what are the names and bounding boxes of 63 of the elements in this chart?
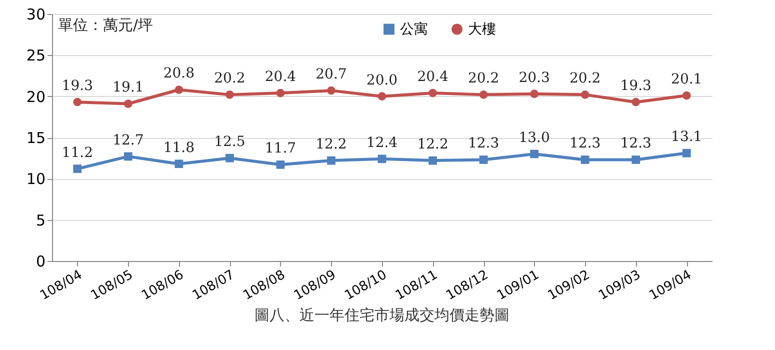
data-label: 12.2 — [417, 136, 448, 153]
y-tick-label: 15 — [26, 129, 46, 147]
data-label: 13.0 — [518, 130, 550, 146]
annotation: 單位：萬元/坪 — [58, 16, 154, 34]
point — [174, 160, 184, 168]
data-label: 12.3 — [620, 136, 652, 152]
point — [530, 150, 538, 158]
text: 圖八、近一年住宅市場成交均價走勢圖 — [254, 306, 510, 324]
point — [428, 88, 437, 98]
point — [479, 90, 488, 99]
y-tick-label: 20 — [26, 88, 46, 106]
data-label: 19.3 — [620, 78, 652, 94]
data-label: 12.3 — [569, 136, 601, 152]
point — [73, 164, 82, 173]
point — [682, 91, 691, 100]
point — [580, 156, 590, 164]
point — [73, 98, 82, 106]
point — [174, 86, 184, 94]
y-tick-label: 10 — [26, 170, 46, 188]
data-label: 12.2 — [316, 136, 347, 153]
data-label: 11.8 — [163, 140, 195, 156]
point — [378, 154, 386, 164]
point — [276, 88, 285, 98]
data-label: 12.7 — [112, 132, 144, 148]
point — [226, 90, 234, 99]
point — [632, 98, 640, 106]
y-tick-label: 30 — [26, 6, 46, 24]
data-label: 12.4 — [366, 134, 398, 151]
data-label: 20.1 — [671, 72, 702, 88]
legend-label: 公寓 — [400, 21, 428, 38]
point — [580, 90, 590, 99]
point — [632, 156, 640, 164]
data-label: 11.7 — [264, 140, 296, 157]
point — [124, 152, 132, 161]
data-label: 13.1 — [671, 129, 702, 146]
data-label: 20.4 — [417, 69, 448, 86]
point — [124, 100, 132, 108]
data-label: 20.2 — [214, 70, 246, 87]
data-label: 19.3 — [62, 78, 93, 94]
point — [428, 156, 437, 165]
point — [276, 160, 285, 169]
y-tick-label: 25 — [26, 46, 46, 65]
point — [226, 154, 234, 162]
point — [479, 156, 488, 164]
point — [327, 86, 336, 95]
data-label: 20.3 — [518, 70, 550, 86]
data-label: 20.2 — [468, 70, 500, 87]
data-label: 11.2 — [62, 144, 93, 161]
data-label: 20.0 — [366, 72, 398, 88]
y-tick-label: 0 — [36, 252, 46, 270]
data-label: 12.5 — [214, 134, 246, 150]
data-label: 12.3 — [468, 136, 500, 152]
point — [378, 92, 386, 101]
data-label: 20.7 — [316, 66, 347, 83]
data-label: 19.1 — [112, 80, 144, 96]
data-label: 20.4 — [264, 69, 296, 86]
point — [682, 148, 691, 158]
y-tick-label: 5 — [36, 211, 46, 230]
legend-label: 大樓 — [468, 21, 496, 38]
data-label: 20.2 — [569, 70, 601, 87]
data-label: 20.8 — [163, 66, 195, 82]
point — [530, 90, 538, 98]
point — [327, 156, 336, 165]
